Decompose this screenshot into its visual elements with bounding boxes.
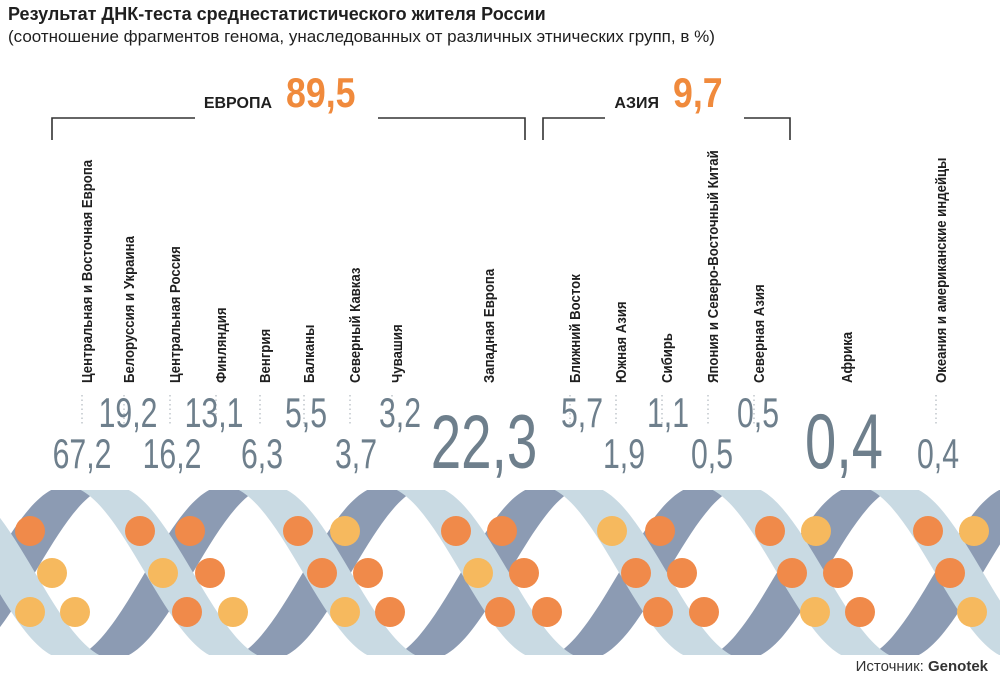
helix-dot [60,597,90,627]
helix-dot [125,516,155,546]
category-label: Африка [838,332,855,383]
category-label: Западная Европа [480,269,497,383]
category-values: 67,219,216,213,16,35,53,73,2 22,3 5,71,91,… [53,389,959,485]
category-value: 0,4 [805,398,883,485]
helix-dot [823,558,853,588]
category-label: Северный Кавказ [346,268,363,383]
helix-dot [621,558,651,588]
helix-dot [172,597,202,627]
category-label: Япония и Северо-Восточный Китай [704,150,721,383]
source-name: Genotek [927,658,988,675]
category-value: 13,1 [185,389,244,436]
helix-dot [15,516,45,546]
helix-dot [195,558,225,588]
helix-dot [148,558,178,588]
dna-helix-illustration [0,490,1000,655]
category-value: 19,2 [99,389,158,436]
helix-dot [667,558,697,588]
group-value: 9,7 [673,70,723,116]
helix-dot [441,516,471,546]
category-value: 16,2 [143,430,202,477]
category-value: 1,1 [647,389,689,436]
helix-dot [485,597,515,627]
category-label: Сибирь [658,333,675,383]
category-value: 0,5 [691,430,733,477]
helix-dot [15,597,45,627]
helix-dot [375,597,405,627]
helix-dot [353,558,383,588]
category-label: Центральная и Восточная Европа [78,160,95,383]
helix-dot [643,597,673,627]
helix-dot [597,516,627,546]
category-value: 22,3 [431,400,538,485]
helix-dot [330,597,360,627]
helix-dot [755,516,785,546]
category-label: Южная Азия [612,301,629,383]
source-label: Источник: [855,658,924,675]
helix-dot [959,516,989,546]
helix-dot [307,558,337,588]
helix-dot [487,516,517,546]
category-labels: Центральная и Восточная Европа Белоруссия… [78,150,949,383]
helix-dot [689,597,719,627]
category-label: Центральная Россия [166,246,183,383]
category-label: Белоруссия и Украина [120,236,137,383]
helix-dot [800,597,830,627]
category-value: 67,2 [53,430,112,477]
helix-dot [509,558,539,588]
chart-subtitle: (соотношение фрагментов генома, унаследо… [8,27,715,46]
category-label: Северная Азия [750,284,767,383]
helix-dot [645,516,675,546]
helix-dot [935,558,965,588]
helix-dot [777,558,807,588]
helix-dot [913,516,943,546]
category-value: 0,4 [917,430,959,477]
category-value: 3,2 [379,389,421,436]
group-name: АЗИЯ [614,95,659,112]
helix-dot [801,516,831,546]
chart-title: Результат ДНК-теста среднестатистическог… [8,4,546,24]
category-value: 1,9 [603,430,645,477]
category-label: Финляндия [212,307,229,383]
category-value: 3,7 [335,430,377,477]
helix-dot [37,558,67,588]
category-label: Ближний Восток [566,273,583,383]
category-label: Океания и американские индейцы [932,158,949,383]
category-value: 0,5 [737,389,779,436]
helix-dot [957,597,987,627]
category-label: Балканы [300,325,317,383]
category-label: Венгрия [256,329,273,383]
group-brackets: ЕВРОПА 89,5 АЗИЯ 9,7 [51,70,791,140]
helix-dot [218,597,248,627]
helix-dot [845,597,875,627]
category-value: 5,5 [285,389,327,436]
helix-dot [532,597,562,627]
helix-dot [330,516,360,546]
category-value: 5,7 [561,389,603,436]
group-name: ЕВРОПА [204,95,273,112]
source-note: Источник: Genotek [856,658,988,675]
category-value: 6,3 [241,430,283,477]
helix-dot [463,558,493,588]
category-label: Чувашия [388,324,405,383]
helix-dot [175,516,205,546]
group-value: 89,5 [286,70,355,116]
helix-dot [283,516,313,546]
